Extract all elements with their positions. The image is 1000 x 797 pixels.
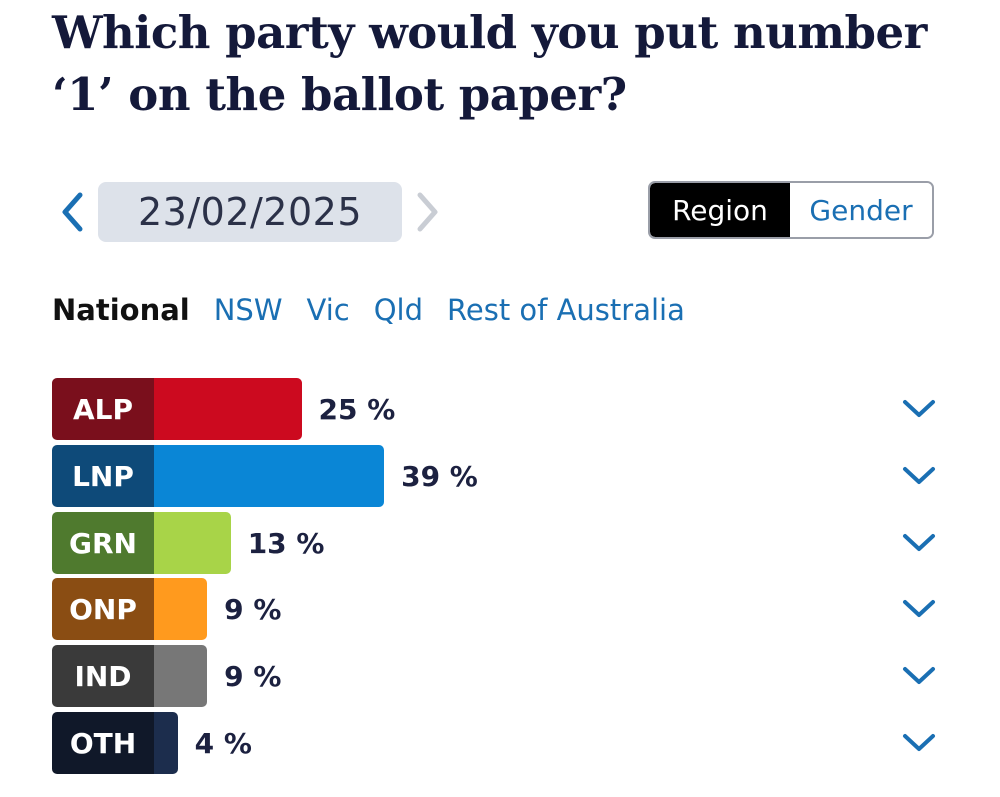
bar-row-grn: GRN 13 %	[52, 512, 952, 574]
expand-alp-button[interactable]	[899, 389, 939, 429]
next-date-button[interactable]	[408, 184, 448, 240]
chevron-left-icon	[62, 192, 83, 232]
bar-row-oth: OTH 4 %	[52, 712, 952, 774]
bar-value-ind: 9 %	[224, 659, 282, 693]
date-display: 23/02/2025	[98, 182, 402, 242]
tab-qld[interactable]: Qld	[373, 293, 424, 327]
expand-ind-button[interactable]	[899, 656, 939, 696]
bar-label-oth: OTH	[52, 712, 154, 774]
tab-vic[interactable]: Vic	[306, 293, 350, 327]
bar-row-lnp: LNP 39 %	[52, 445, 952, 507]
tab-nsw[interactable]: NSW	[213, 293, 283, 327]
chevron-down-icon	[903, 600, 935, 617]
chevron-down-icon	[903, 467, 935, 484]
bar-value-grn: 13 %	[247, 526, 325, 560]
tab-rest-of-australia[interactable]: Rest of Australia	[447, 293, 685, 327]
bar-label-lnp: LNP	[52, 445, 154, 507]
chart-title: Which party would you put number ‘1’ on …	[52, 6, 927, 121]
region-toggle-button[interactable]: Region	[650, 183, 790, 237]
tab-national[interactable]: National	[52, 293, 190, 327]
bar-grn	[154, 512, 231, 574]
gender-toggle-button[interactable]: Gender	[790, 183, 932, 237]
bar-onp	[154, 578, 208, 640]
chevron-down-icon	[903, 734, 935, 751]
bar-value-alp: 25 %	[318, 392, 396, 426]
bar-row-onp: ONP 9 %	[52, 578, 952, 640]
bar-row-alp: ALP 25 %	[52, 378, 952, 440]
bar-lnp	[154, 445, 385, 507]
bar-label-grn: GRN	[52, 512, 154, 574]
bar-value-lnp: 39 %	[401, 459, 478, 493]
chevron-down-icon	[903, 667, 935, 684]
bar-label-onp: ONP	[52, 578, 154, 640]
bar-value-onp: 9 %	[224, 592, 282, 626]
chevron-down-icon	[903, 400, 935, 417]
region-tabs: National NSW Vic Qld Rest of Australia	[52, 290, 709, 330]
bar-alp	[154, 378, 302, 440]
chevron-down-icon	[903, 534, 935, 551]
previous-date-button[interactable]	[52, 184, 92, 240]
expand-onp-button[interactable]	[899, 589, 939, 629]
region-gender-toggle: Region Gender	[648, 181, 934, 239]
bar-label-ind: IND	[52, 645, 154, 707]
expand-oth-button[interactable]	[899, 723, 939, 763]
bar-value-oth: 4 %	[194, 726, 252, 760]
expand-grn-button[interactable]	[899, 523, 939, 563]
expand-lnp-button[interactable]	[899, 456, 939, 496]
chevron-right-icon	[417, 192, 438, 232]
bar-ind	[154, 645, 208, 707]
bar-row-ind: IND 9 %	[52, 645, 952, 707]
bar-oth	[154, 712, 178, 774]
bar-label-alp: ALP	[52, 378, 154, 440]
